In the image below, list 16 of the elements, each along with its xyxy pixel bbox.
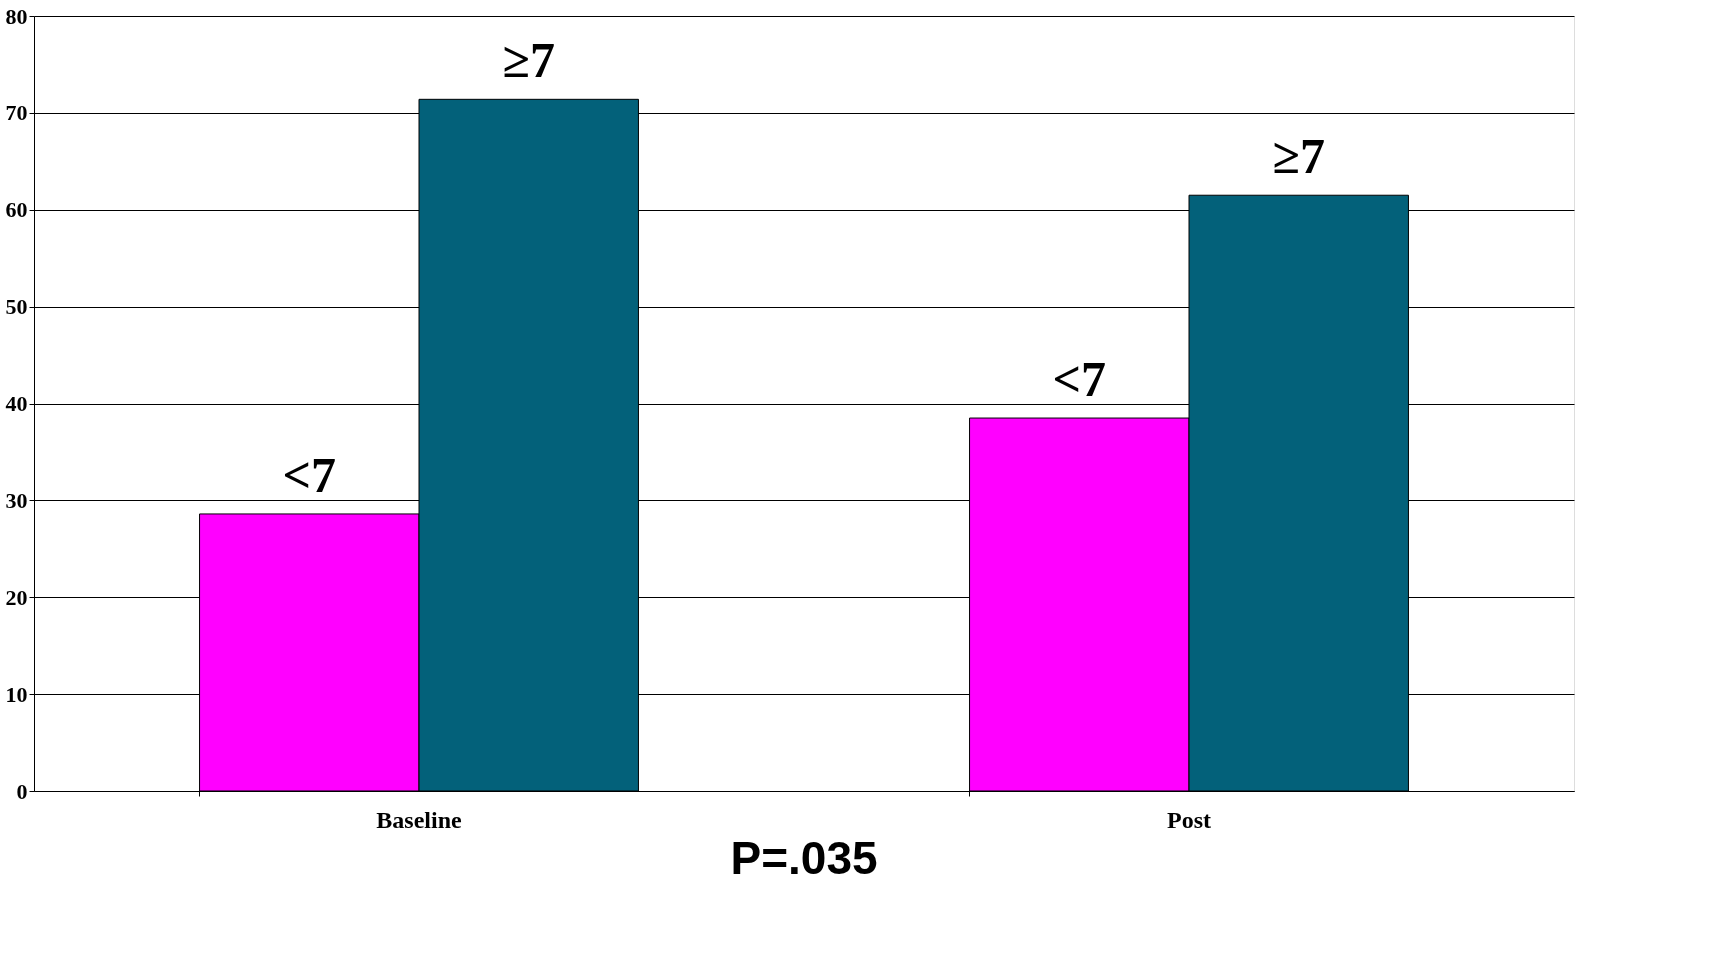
y-tick-label: 70 xyxy=(5,100,28,126)
y-tick-label: 30 xyxy=(5,487,28,513)
y-tick-label: 80 xyxy=(5,3,28,29)
x-tick-label: Baseline xyxy=(376,806,463,833)
y-tick-label: 40 xyxy=(5,391,28,416)
y-tick-label: 60 xyxy=(5,197,28,223)
y-tick-label: 10 xyxy=(5,681,28,707)
y-tick-label: 20 xyxy=(5,584,28,610)
series-label: ≥7 xyxy=(502,32,555,89)
series-label: <7 xyxy=(1052,351,1107,408)
y-tick-label: 0 xyxy=(16,778,28,804)
text: <7 xyxy=(282,446,337,503)
x-tick-label: Post xyxy=(1167,806,1211,833)
text: ≥7 xyxy=(1272,128,1325,185)
y-tick-label: 50 xyxy=(5,294,28,320)
text: P=.035 xyxy=(730,832,878,884)
